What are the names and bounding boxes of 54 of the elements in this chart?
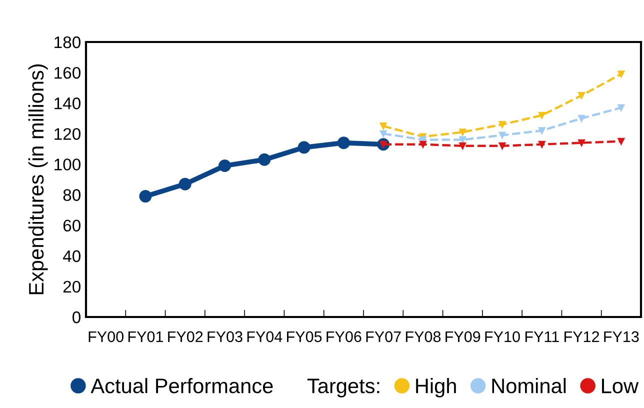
point bbox=[498, 132, 506, 139]
point bbox=[178, 178, 192, 190]
y-tick-label: 60 bbox=[63, 220, 80, 232]
point bbox=[538, 112, 546, 119]
legend-label: Low bbox=[602, 378, 639, 394]
x-tick-label: FY04 bbox=[247, 331, 282, 342]
text: Targets: bbox=[307, 378, 380, 398]
point bbox=[419, 140, 426, 148]
x-tick-label: FY08 bbox=[406, 331, 441, 342]
y-tick-label: 40 bbox=[62, 250, 80, 262]
point bbox=[218, 160, 231, 172]
y-tick-label: 160 bbox=[54, 66, 80, 79]
y-tick-label: 140 bbox=[54, 98, 80, 110]
x-tick-label: FY11 bbox=[525, 331, 559, 342]
y-tick-label: 100 bbox=[54, 158, 80, 170]
point bbox=[618, 70, 625, 78]
point bbox=[298, 141, 310, 154]
y-tick-label: 80 bbox=[63, 189, 80, 201]
point bbox=[538, 127, 546, 134]
y-tick-label: 120 bbox=[54, 128, 80, 140]
point bbox=[578, 139, 586, 146]
point bbox=[459, 136, 466, 144]
legend-label: Nominal bbox=[492, 378, 566, 394]
point bbox=[459, 142, 466, 150]
point bbox=[498, 142, 506, 150]
point bbox=[498, 121, 506, 128]
y-tick-label: 180 bbox=[54, 36, 80, 48]
point bbox=[538, 140, 546, 148]
point bbox=[618, 138, 625, 145]
x-tick-label: FY03 bbox=[208, 331, 242, 342]
point bbox=[459, 128, 466, 136]
x-tick-label: FY13 bbox=[604, 331, 639, 342]
point bbox=[139, 190, 152, 203]
point bbox=[258, 153, 271, 166]
x-tick-label: FY01 bbox=[128, 331, 163, 342]
x-tick-label: FY06 bbox=[326, 331, 362, 342]
x-tick-label: FY05 bbox=[287, 331, 322, 342]
y-axis-title: Expenditures (in millions) bbox=[28, 64, 48, 294]
x-tick-label: FY02 bbox=[168, 331, 203, 342]
point bbox=[380, 122, 387, 130]
x-tick-label: FY09 bbox=[446, 331, 480, 342]
x-tick-label: FY07 bbox=[366, 331, 401, 342]
point bbox=[578, 114, 586, 122]
x-tick-label: FY12 bbox=[564, 331, 600, 342]
point bbox=[337, 136, 350, 150]
y-tick-label: 20 bbox=[63, 280, 80, 293]
x-tick-label: FY00 bbox=[88, 331, 124, 342]
point bbox=[618, 104, 625, 112]
x-tick-label: FY10 bbox=[485, 331, 520, 342]
point bbox=[380, 130, 387, 138]
legend-label: High bbox=[416, 378, 456, 398]
y-tick-label: 0 bbox=[72, 311, 80, 324]
point bbox=[578, 92, 586, 99]
legend-label: Actual Performance bbox=[90, 378, 273, 394]
